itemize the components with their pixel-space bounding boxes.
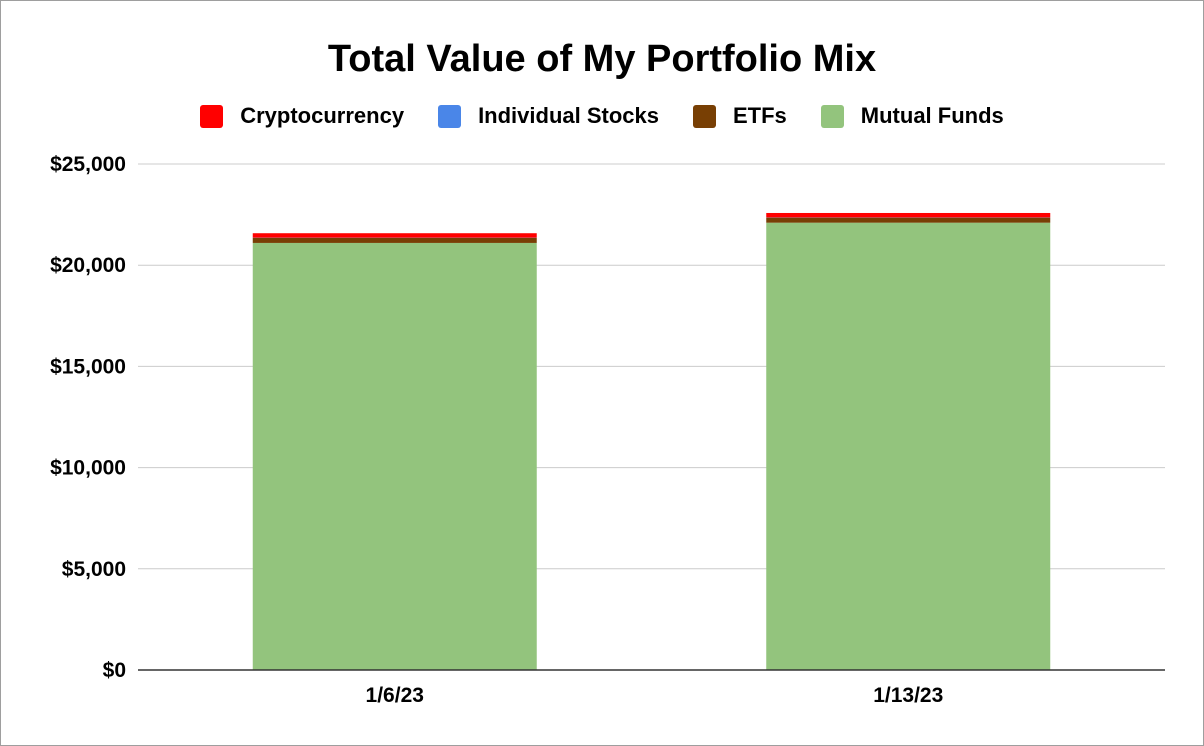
chart-title: Total Value of My Portfolio Mix — [327, 38, 877, 80]
bar-segment-cryptocurrency — [766, 212, 1051, 218]
legend-item: Cryptocurrency — [200, 103, 404, 129]
legend-item: Mutual Funds — [820, 103, 1004, 129]
x-category-label: 1/6/23 — [366, 684, 424, 707]
bar-segment-cryptocurrency — [252, 233, 537, 238]
legend-swatch — [693, 104, 716, 128]
y-tick-label: $0 — [103, 659, 126, 682]
legend-label: Individual Stocks — [478, 103, 659, 128]
bar-segment-etfs — [252, 237, 537, 243]
legend-label: Cryptocurrency — [240, 103, 405, 128]
legend-swatch — [200, 104, 224, 128]
y-tick-label: $5,000 — [62, 558, 126, 581]
legend-swatch — [820, 104, 844, 128]
legend-item: ETFs — [693, 103, 787, 129]
legend-swatch — [438, 104, 462, 128]
legend-label: ETFs — [733, 103, 787, 128]
legend-item: Individual Stocks — [438, 103, 659, 129]
bar-segment-etfs — [766, 217, 1051, 223]
bar-segment-mutual-funds — [252, 242, 537, 670]
legend-label: Mutual Funds — [860, 103, 1004, 128]
y-tick-label: $10,000 — [50, 457, 126, 480]
y-tick-label: $20,000 — [50, 254, 126, 277]
bar-segment-mutual-funds — [766, 222, 1051, 671]
chart-legend: Cryptocurrency Individual Stocks ETFs Mutua… — [0, 101, 1204, 131]
x-category-label: 1/13/23 — [873, 684, 943, 707]
y-tick-label: $25,000 — [50, 153, 126, 176]
y-tick-label: $15,000 — [50, 355, 126, 378]
